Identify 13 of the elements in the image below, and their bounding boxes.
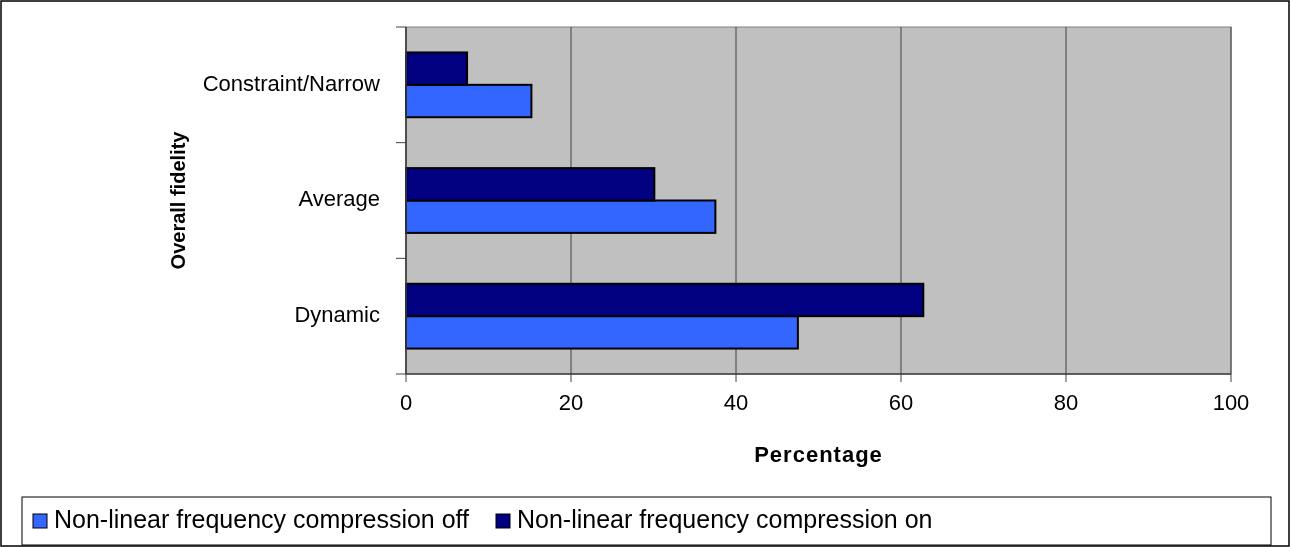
x-tick-label: 40	[723, 390, 749, 415]
x-tick-label: 20	[558, 390, 584, 415]
x-tick-label: 80	[1053, 390, 1079, 415]
y-tick-label: Constraint/Narrow	[202, 70, 381, 96]
x-axis-title: Percentage	[754, 442, 883, 467]
x-tick-label: 0	[399, 390, 413, 415]
x-tick-label: 100	[1212, 390, 1250, 415]
legend-label: Non-linear frequency compression on	[517, 504, 933, 533]
x-tick-label: 60	[888, 390, 914, 415]
y-axis-title: Overall fidelity	[167, 130, 189, 270]
y-tick-label: Average	[298, 186, 380, 212]
y-tick-label: Dynamic	[294, 301, 380, 327]
legend-label: Non-linear frequency compression off	[54, 504, 470, 533]
